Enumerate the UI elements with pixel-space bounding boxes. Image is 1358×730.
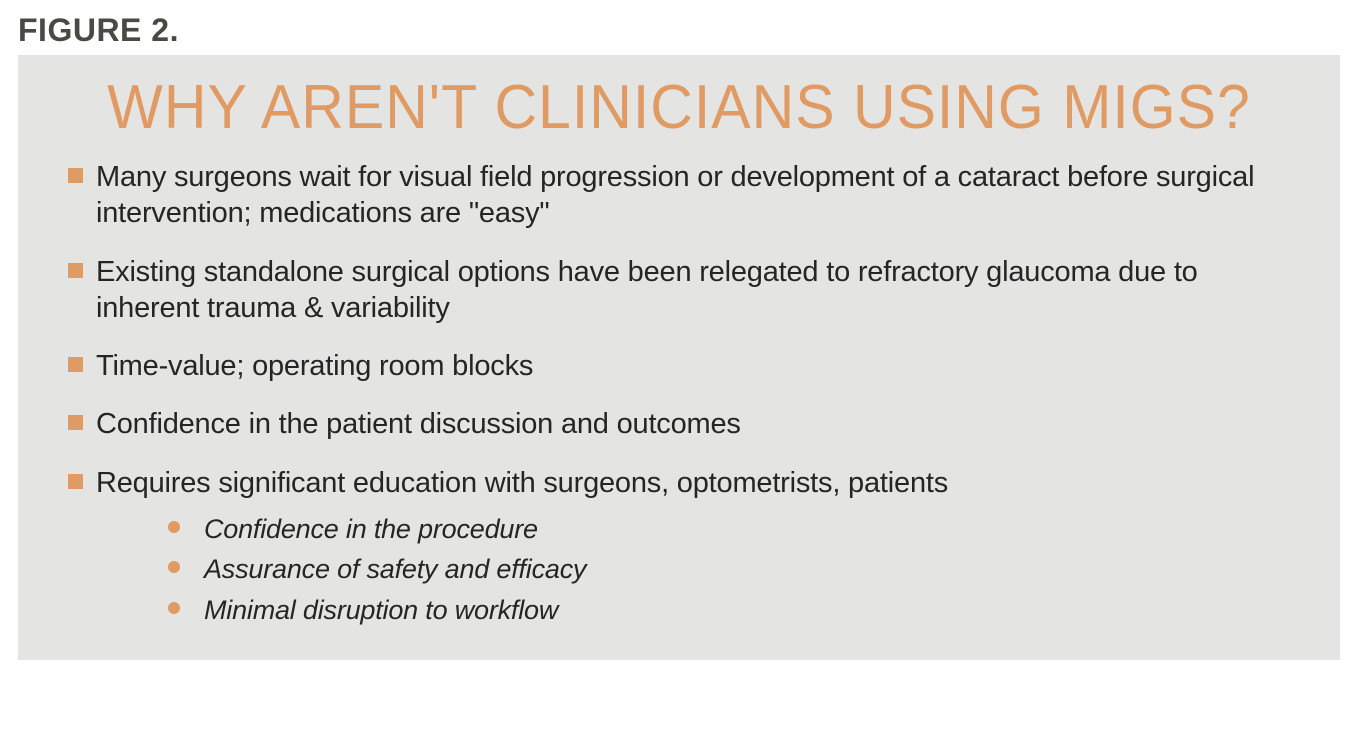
- content-panel: WHY AREN'T CLINICIANS USING MIGS? Many s…: [18, 55, 1340, 660]
- bullet-text: Confidence in the patient discussion and…: [96, 408, 741, 440]
- bullet-item: Confidence in the patient discussion and…: [68, 406, 1290, 442]
- sub-bullet-item: Assurance of safety and efficacy: [168, 551, 1290, 587]
- sub-bullet-text: Assurance of safety and efficacy: [204, 554, 586, 584]
- panel-title: WHY AREN'T CLINICIANS USING MIGS?: [68, 71, 1290, 142]
- bullet-item: Many surgeons wait for visual field prog…: [68, 159, 1290, 232]
- dot-bullet-icon: [168, 521, 180, 533]
- sub-bullet-text: Minimal disruption to workflow: [204, 595, 558, 625]
- bullet-item: Existing standalone surgical options hav…: [68, 254, 1290, 327]
- figure-label: FIGURE 2.: [18, 12, 1340, 49]
- sub-bullet-text: Confidence in the procedure: [204, 514, 538, 544]
- sub-bullet-item: Minimal disruption to workflow: [168, 592, 1290, 628]
- square-bullet-icon: [68, 263, 83, 278]
- sub-bullet-item: Confidence in the procedure: [168, 511, 1290, 547]
- bullet-text: Time-value; operating room blocks: [96, 350, 533, 382]
- bullet-text: Requires significant education with surg…: [96, 467, 948, 499]
- bullet-text: Existing standalone surgical options hav…: [96, 256, 1198, 324]
- dot-bullet-icon: [168, 602, 180, 614]
- square-bullet-icon: [68, 415, 83, 430]
- square-bullet-icon: [68, 168, 83, 183]
- square-bullet-icon: [68, 357, 83, 372]
- bullet-text: Many surgeons wait for visual field prog…: [96, 161, 1254, 229]
- bullet-item: Time-value; operating room blocks: [68, 348, 1290, 384]
- dot-bullet-icon: [168, 561, 180, 573]
- bullet-list: Many surgeons wait for visual field prog…: [68, 159, 1290, 628]
- square-bullet-icon: [68, 474, 83, 489]
- sub-bullet-list: Confidence in the procedure Assurance of …: [96, 511, 1290, 628]
- bullet-item: Requires significant education with surg…: [68, 465, 1290, 629]
